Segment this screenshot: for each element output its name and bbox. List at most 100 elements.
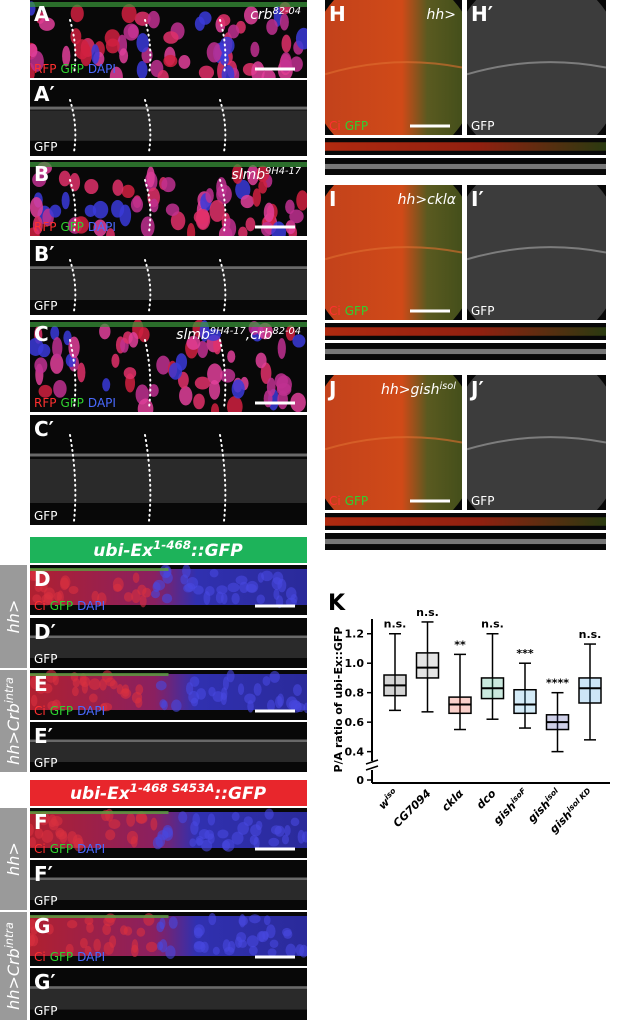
nucleus: [260, 362, 272, 384]
channel: GFP: [34, 299, 57, 313]
strip-tissue: [325, 327, 606, 336]
micrograph: [325, 375, 462, 510]
nucleus: [179, 386, 193, 406]
nucleus: [130, 944, 139, 958]
nucleus: [60, 575, 71, 589]
nucleus: [136, 60, 148, 78]
nucleus: [235, 575, 248, 585]
nucleus: [219, 36, 235, 55]
nucleus: [285, 325, 296, 341]
channel: GFP: [34, 652, 57, 666]
nucleus: [105, 38, 120, 54]
strip-tissue: [325, 517, 606, 526]
micrograph: [467, 375, 606, 510]
clone-outline: [144, 339, 152, 409]
nucleus: [32, 215, 43, 235]
superscript: intra: [3, 922, 16, 948]
construct-header: [30, 780, 307, 806]
nucleus: [163, 31, 179, 44]
nucleus: [130, 196, 144, 213]
micrograph: [325, 138, 606, 155]
category: cklα: [439, 787, 466, 814]
channel: GFP: [34, 509, 57, 523]
nucleus: [131, 589, 141, 604]
nucleus: [292, 334, 306, 348]
nucleus: [277, 390, 288, 410]
nucleus: [120, 688, 132, 699]
category: dco: [474, 787, 499, 812]
apical-gfp: [30, 162, 307, 167]
channel-labels: Ci GFP: [329, 119, 368, 133]
gfp-band: [30, 106, 307, 110]
nucleus: [231, 811, 240, 821]
nucleus: [249, 914, 261, 924]
nucleus: [84, 945, 92, 956]
nucleus: [137, 398, 154, 412]
nucleus: [88, 693, 98, 703]
fold: [325, 246, 462, 261]
channel-labels: GFP: [471, 304, 494, 318]
nucleus: [50, 353, 64, 374]
nucleus: [52, 674, 59, 686]
nucleus: [224, 946, 235, 956]
nucleus: [212, 946, 220, 955]
nucleus: [189, 676, 200, 687]
nucleus: [99, 323, 111, 340]
nucleus: [170, 211, 186, 231]
superscript: 82-04: [273, 6, 301, 17]
channel: GFP: [60, 62, 83, 76]
clone-outline: [69, 339, 77, 409]
gfp-band: [30, 266, 307, 270]
nucleus: [261, 69, 276, 78]
nucleus: [226, 670, 235, 683]
nucleus: [30, 837, 37, 848]
nucleus: [263, 915, 271, 926]
channel: GFP: [471, 494, 494, 508]
gfp-tissue: [30, 459, 307, 503]
nucleus: [132, 572, 140, 584]
genotype-side-box: [0, 808, 27, 910]
nucleus: [274, 373, 288, 389]
nucleus: [210, 403, 220, 412]
nucleus: [84, 916, 94, 925]
gfp-band: [30, 877, 307, 881]
apical-gfp: [30, 673, 169, 676]
nucleus: [135, 697, 143, 708]
significance: **: [454, 638, 466, 651]
nucleus: [163, 54, 178, 68]
fold: [467, 246, 606, 261]
nucleus: [45, 923, 54, 935]
nucleus: [257, 322, 273, 340]
nucleus: [30, 569, 39, 581]
channel: GFP: [60, 220, 83, 234]
channel: DAPI: [88, 220, 116, 234]
nucleus: [70, 4, 84, 23]
nucleus: [194, 16, 205, 31]
nucleus: [284, 825, 291, 836]
panel-letter: I′: [471, 187, 484, 211]
nucleus: [238, 914, 246, 928]
channel: RFP: [34, 396, 56, 410]
panel-letter: D′: [34, 620, 56, 644]
nucleus: [252, 188, 262, 207]
nucleus: [96, 592, 107, 607]
panel-letter: F: [34, 810, 48, 834]
label-part: ,crb: [246, 327, 273, 343]
micrograph: [30, 722, 307, 772]
nucleus: [292, 684, 302, 697]
nucleus: [149, 198, 159, 213]
channel-labels: GFP: [34, 509, 57, 523]
panel-letter: C′: [34, 417, 54, 441]
nucleus: [209, 568, 219, 578]
micrograph: [30, 80, 307, 156]
channel: Ci: [34, 950, 46, 964]
label-part: hh>: [427, 7, 456, 23]
nucleus: [135, 813, 148, 824]
nucleus: [62, 45, 71, 67]
micrograph: [30, 808, 307, 858]
micrograph: [325, 0, 462, 135]
label: hh>: [4, 600, 23, 634]
nucleus: [253, 836, 260, 850]
box: [415, 652, 440, 679]
channel: GFP: [345, 119, 368, 133]
